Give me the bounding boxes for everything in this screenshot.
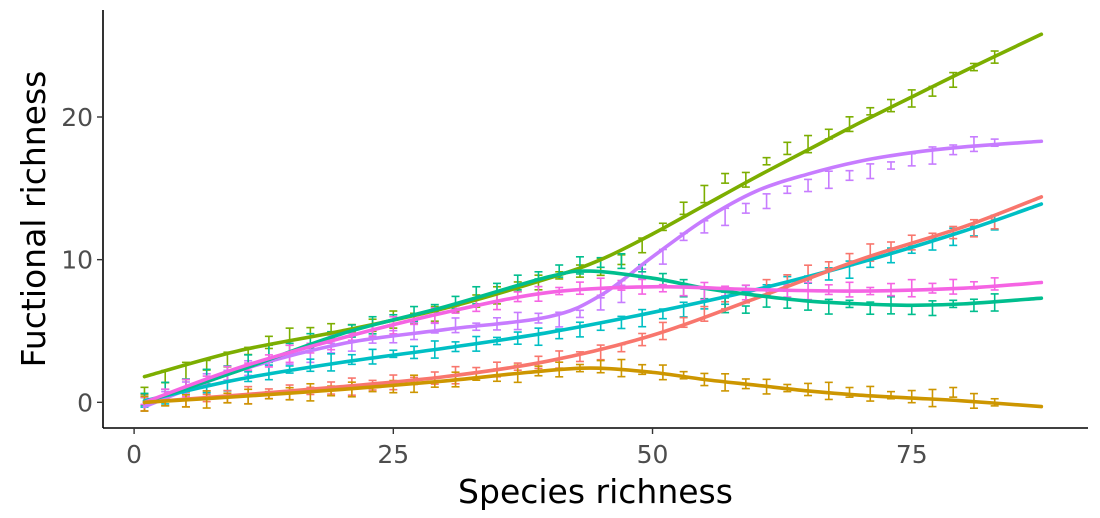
error-bar (845, 169, 854, 182)
error-bar (741, 202, 750, 214)
error-bar (949, 386, 958, 398)
error-bar (575, 309, 584, 319)
error-bar (969, 298, 978, 313)
x-tick-label: 25 (377, 440, 409, 469)
error-bar (762, 156, 771, 166)
error-bar (783, 141, 792, 156)
error-bar (306, 358, 315, 373)
error-bar (638, 308, 647, 328)
error-bar (907, 278, 916, 298)
smooth-line-6 (142, 366, 1044, 409)
smooth-line-4 (142, 269, 1044, 405)
error-bar (700, 184, 709, 204)
error-bar (741, 305, 750, 314)
error-bar (866, 385, 875, 402)
y-tick-label: 10 (61, 246, 93, 275)
series-0 (140, 50, 999, 396)
smooth-line-0 (142, 32, 1044, 379)
error-bar (534, 327, 543, 347)
x-tick-label: 50 (637, 440, 669, 469)
smooth-line-5 (142, 280, 1044, 405)
error-bar (824, 170, 833, 190)
error-bar (451, 317, 460, 334)
error-bar (969, 135, 978, 153)
error-bar (824, 381, 833, 401)
error-bar (866, 163, 875, 180)
error-bar (762, 193, 771, 210)
y-tick-label: 20 (61, 103, 93, 132)
y-tick-label: 0 (77, 388, 93, 417)
error-bar (596, 297, 605, 311)
error-bar (596, 344, 605, 361)
error-bar (741, 171, 750, 188)
error-bar (679, 201, 688, 216)
axes-layer (102, 10, 1088, 429)
y-axis-title: Fuctional richness (14, 71, 53, 368)
smooth-line-1 (142, 139, 1044, 409)
ticks-layer: 0 25 50 75 0 10 20 (61, 103, 927, 469)
error-bar (783, 185, 792, 195)
x-tick-label: 0 (126, 440, 142, 469)
error-bar (700, 281, 709, 301)
error-bar (887, 161, 895, 170)
error-bar (866, 106, 875, 116)
series-layer (140, 32, 1044, 412)
error-bar (804, 178, 813, 193)
error-bar (949, 278, 958, 295)
error-bar (721, 172, 730, 184)
error-bar (575, 321, 584, 338)
series-3 (140, 218, 999, 412)
x-axis-title: Species richness (458, 472, 733, 511)
error-bar (907, 152, 916, 167)
x-tick-label: 75 (896, 440, 928, 469)
smooth-line-2 (142, 202, 1044, 403)
smooth-line-3 (142, 195, 1044, 405)
error-bar (928, 300, 937, 317)
error-bar (617, 252, 626, 270)
